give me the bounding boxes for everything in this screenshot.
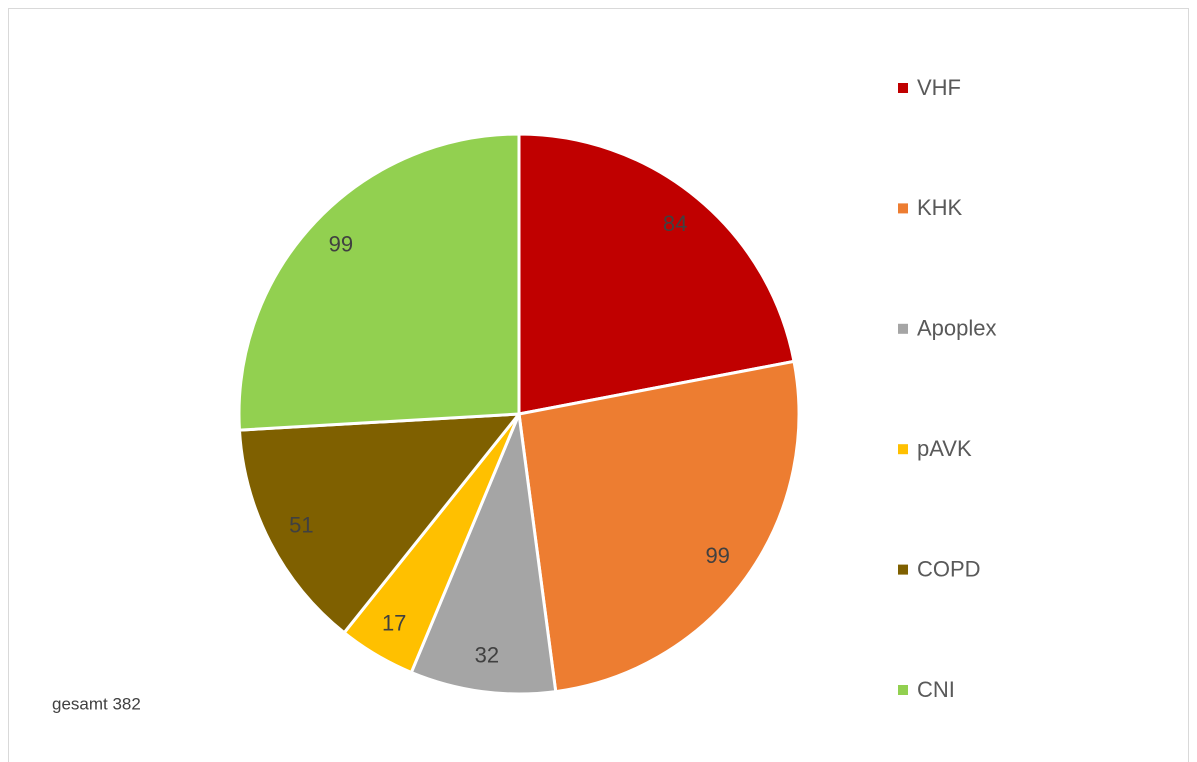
data-label: 84 [663,211,687,236]
legend-swatch [898,203,908,214]
legend-label: pAVK [917,436,972,461]
legend-label: CNI [917,677,955,702]
pie-slice [237,412,523,635]
legend-label: KHK [917,195,963,220]
pie-slice [237,132,521,432]
legend-swatch [898,323,908,334]
pie-slice [517,132,796,416]
legend-label: Apoplex [917,316,997,341]
legend-label: COPD [917,556,981,581]
pie-slice [409,408,558,696]
data-label: 32 [475,643,499,668]
data-label: 51 [289,512,313,537]
legend-swatch [898,83,908,93]
legend-swatch [898,564,908,575]
legend-swatch [898,685,908,695]
legend-label: VHF [917,75,961,100]
annotation: gesamt 382 [52,694,141,713]
data-label: 99 [705,543,729,568]
legend-swatch [898,444,908,455]
pie-slice [517,359,801,694]
data-label: 99 [329,232,353,257]
data-label: 17 [382,611,406,636]
